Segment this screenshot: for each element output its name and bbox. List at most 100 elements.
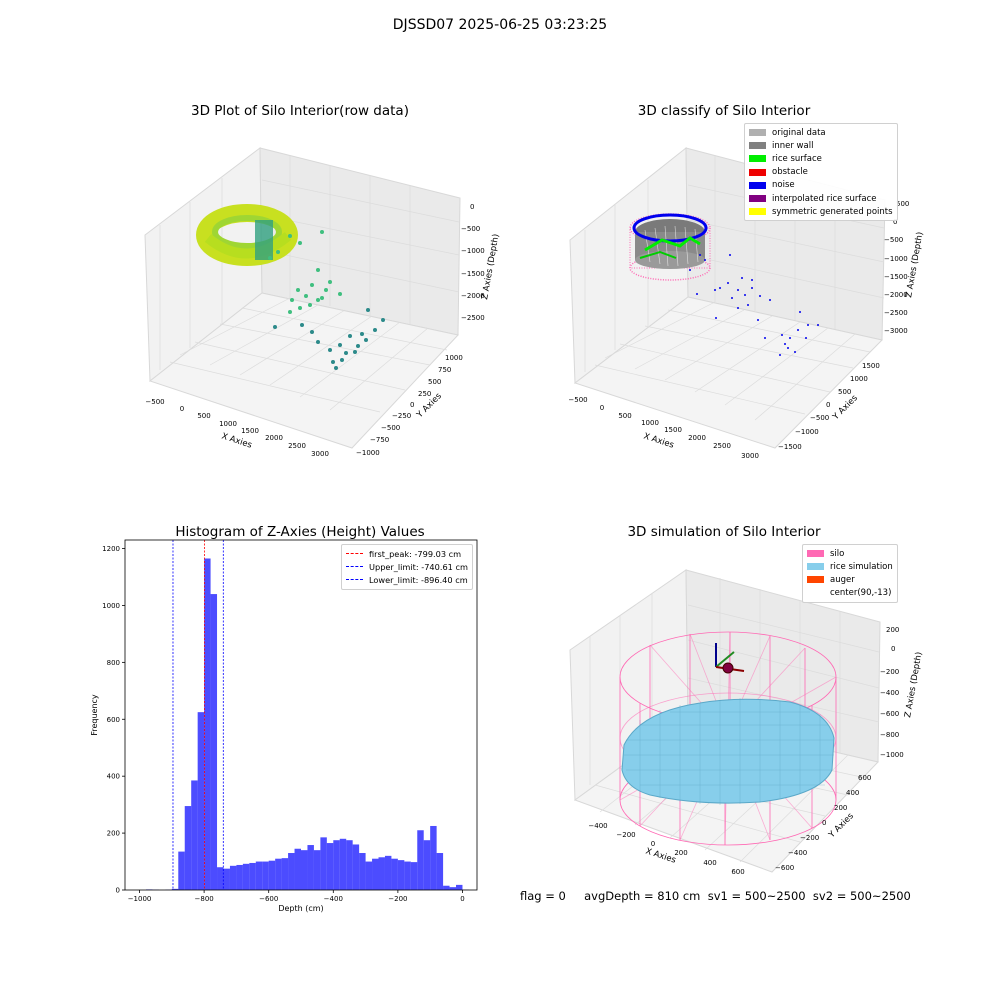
histogram-reference-lines — [172, 540, 224, 890]
svg-text:1500: 1500 — [241, 427, 259, 435]
histogram-bar — [275, 858, 282, 890]
svg-text:Y Axies: Y Axies — [830, 393, 860, 423]
legend-swatch — [807, 589, 824, 597]
svg-text:1000: 1000 — [850, 375, 868, 383]
histogram-bar — [281, 858, 289, 890]
raw-3d-panes — [144, 147, 461, 449]
svg-text:2000: 2000 — [265, 434, 283, 442]
histogram-bar — [384, 855, 392, 890]
svg-text:250: 250 — [418, 390, 431, 398]
svg-text:−500: −500 — [145, 398, 164, 406]
svg-text:500: 500 — [197, 412, 210, 420]
svg-text:0: 0 — [180, 405, 184, 413]
svg-text:−200: −200 — [800, 834, 819, 842]
histogram-bar — [191, 780, 198, 890]
legend-swatch — [807, 576, 824, 584]
legend-item-obstacle: obstacle — [749, 166, 893, 179]
svg-text:−2500: −2500 — [884, 309, 908, 317]
x-tick-label: −200 — [388, 895, 407, 903]
svg-text:−2000: −2000 — [461, 292, 485, 300]
histogram-bar — [443, 885, 450, 890]
simulation-3d-silo — [619, 631, 837, 846]
legend-item-noise: noise — [749, 179, 893, 192]
y-tick-label: 800 — [107, 659, 120, 667]
y-tick-label: 0 — [116, 887, 120, 895]
status-text: flag = 0 avgDepth = 810 cm sv1 = 500~250… — [520, 889, 911, 903]
svg-text:Z Axies (Depth): Z Axies (Depth) — [904, 231, 925, 298]
histogram-bar — [378, 857, 385, 890]
histogram-bar — [456, 884, 463, 890]
raw-plot-title: 3D Plot of Silo Interior(row data) — [191, 103, 409, 119]
svg-text:−400: −400 — [880, 689, 899, 697]
svg-text:400: 400 — [703, 859, 716, 867]
svg-text:200: 200 — [674, 849, 687, 857]
svg-text:0: 0 — [651, 840, 655, 848]
histogram-bar — [339, 838, 347, 890]
svg-text:0: 0 — [891, 645, 895, 653]
histogram-bar — [210, 594, 218, 890]
svg-text:200: 200 — [886, 626, 899, 634]
svg-text:2500: 2500 — [713, 442, 731, 450]
histogram-bar — [268, 860, 276, 890]
histogram-bar — [417, 830, 424, 890]
legend-item-original-data: original data — [749, 126, 893, 139]
histogram-bar — [217, 867, 224, 890]
legend-swatch — [749, 155, 766, 163]
y-tick-label: 400 — [107, 773, 120, 781]
svg-text:Y Axies: Y Axies — [826, 811, 856, 841]
histogram-bar — [171, 888, 179, 890]
histogram-bar — [320, 837, 327, 890]
simulation-3d-rice-surface — [621, 698, 835, 805]
svg-text:1000: 1000 — [445, 354, 463, 362]
svg-text:Z Axies (Depth): Z Axies (Depth) — [903, 651, 924, 718]
svg-text:−1000: −1000 — [884, 255, 908, 263]
simulation-plot-title: 3D simulation of Silo Interior — [627, 524, 821, 540]
classify-3d-axes: −500 0 500 1000 1500 2000 2500 3000 X Ax… — [568, 200, 925, 460]
svg-text:−750: −750 — [370, 436, 389, 444]
svg-text:−600: −600 — [880, 710, 899, 718]
histogram-x-ticks: −1000 −800 −600 −400 −200 0 — [128, 890, 465, 903]
svg-text:−1000: −1000 — [880, 751, 904, 759]
svg-text:500: 500 — [896, 200, 909, 208]
legend-item-auger: auger — [807, 573, 893, 586]
svg-text:Y Axies: Y Axies — [414, 391, 444, 421]
svg-text:0: 0 — [826, 401, 830, 409]
histogram-bar — [365, 861, 373, 890]
histogram-bar — [423, 840, 431, 890]
svg-text:−400: −400 — [588, 822, 607, 830]
simulation-3d-panes — [569, 569, 881, 873]
y-tick-label: 200 — [107, 830, 120, 838]
legend-item-symmetric-generated-points: symmetric generated points — [749, 205, 893, 218]
svg-text:−1500: −1500 — [461, 270, 485, 278]
legend-item-inner-wall: inner wall — [749, 139, 893, 152]
x-tick-label: −400 — [324, 895, 343, 903]
histogram-bar — [436, 853, 444, 890]
histogram-bar — [294, 848, 301, 890]
svg-text:−500: −500 — [884, 236, 903, 244]
legend-swatch — [749, 195, 766, 203]
x-tick-label: −800 — [195, 895, 214, 903]
histogram-bar — [326, 843, 334, 890]
svg-text:500: 500 — [838, 388, 851, 396]
svg-text:600: 600 — [858, 774, 871, 782]
svg-text:−200: −200 — [616, 831, 635, 839]
svg-text:−2500: −2500 — [461, 314, 485, 322]
svg-text:600: 600 — [731, 868, 744, 876]
svg-text:−500: −500 — [810, 414, 829, 422]
histogram-bar — [255, 861, 263, 890]
legend-swatch — [749, 181, 766, 189]
histogram-bar — [262, 861, 269, 890]
histogram-bar — [236, 864, 243, 890]
svg-text:−800: −800 — [880, 731, 899, 739]
legend-swatch — [749, 142, 766, 150]
svg-text:2000: 2000 — [688, 434, 706, 442]
svg-text:−200: −200 — [880, 668, 899, 676]
svg-text:0: 0 — [600, 404, 604, 412]
histogram-bar — [346, 840, 353, 890]
legend-item-lower-limit: Lower_limit: -896.40 cm — [346, 573, 468, 586]
x-tick-label: −1000 — [128, 895, 152, 903]
y-tick-label: 600 — [107, 716, 120, 724]
histogram-bar — [242, 863, 250, 890]
histogram-bar — [301, 850, 308, 890]
svg-text:1000: 1000 — [641, 419, 659, 427]
